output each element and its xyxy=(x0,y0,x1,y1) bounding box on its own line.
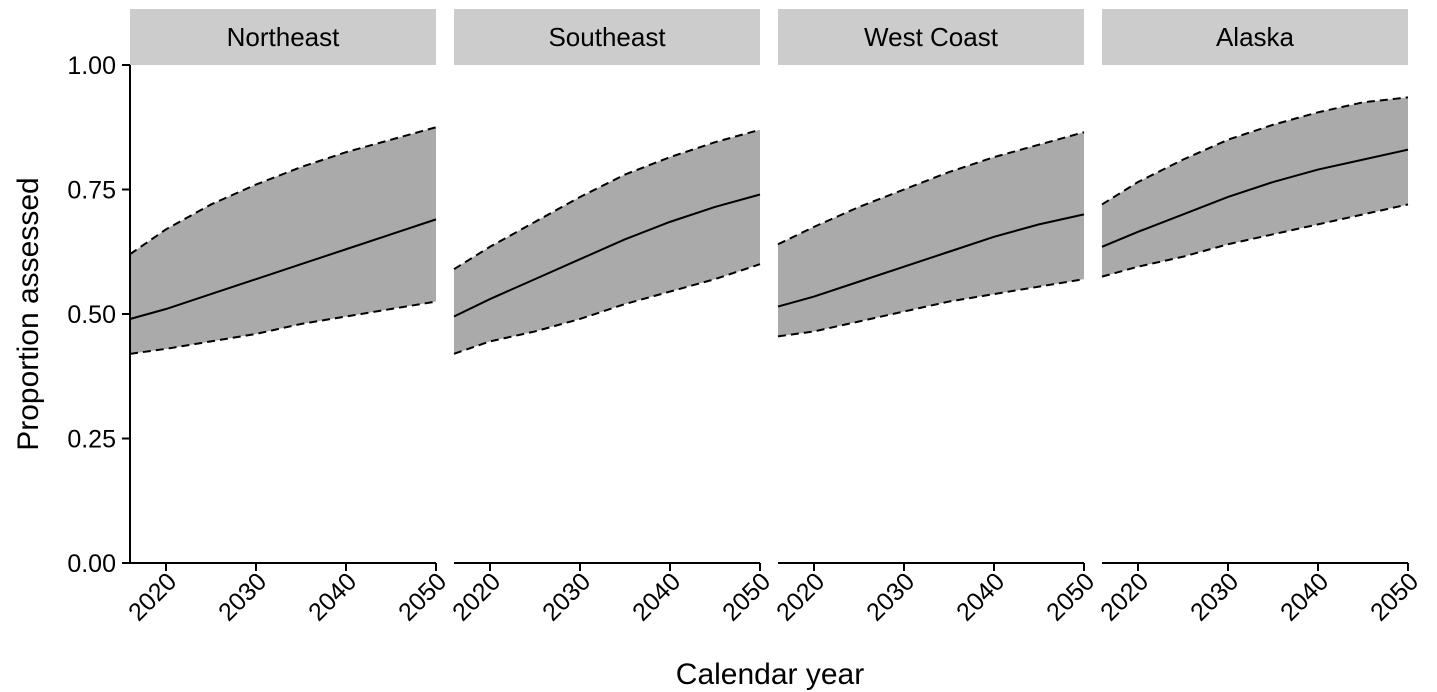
estimate-line xyxy=(453,193,761,318)
x-tick-label: 2030 xyxy=(537,567,596,626)
upper-bound-line xyxy=(1101,96,1409,206)
x-tick-label: 2030 xyxy=(213,567,272,626)
facet-strip-label: Southeast xyxy=(548,22,666,52)
panel-northeast: Northeast 2020 2030 2040 2050 xyxy=(123,9,452,627)
x-tick-label: 2040 xyxy=(951,567,1010,626)
panel-west-coast: West Coast 2020 2030 2040 2050 xyxy=(771,9,1100,627)
x-tick-label: 2040 xyxy=(627,567,686,626)
x-axis-title: Calendar year xyxy=(676,658,864,691)
lower-bound-line xyxy=(453,263,761,355)
upper-bound-line xyxy=(453,128,761,271)
confidence-band xyxy=(454,129,760,354)
upper-bound-line xyxy=(777,131,1085,246)
x-tick-label: 2030 xyxy=(1185,567,1244,626)
x-tick-label: 2040 xyxy=(303,567,362,626)
x-tick-label: 2030 xyxy=(861,567,920,626)
lower-bound-line xyxy=(777,278,1085,338)
x-tick-label: 2050 xyxy=(1041,567,1100,626)
x-tick-label: 2020 xyxy=(123,567,182,626)
x-tick-label: 2050 xyxy=(393,567,452,626)
facet-strip-label: Northeast xyxy=(227,22,340,52)
x-tick-label: 2050 xyxy=(1365,567,1424,626)
lower-bound-line xyxy=(1101,203,1409,278)
y-tick-label: 0.25 xyxy=(67,426,116,454)
facet-strip xyxy=(1102,9,1408,65)
confidence-band xyxy=(778,132,1084,337)
lower-bound-line xyxy=(129,300,437,355)
y-axis-title: Proportion assessed xyxy=(12,177,45,451)
facet-strip xyxy=(454,9,760,65)
estimate-line xyxy=(1101,148,1409,248)
facet-strip xyxy=(130,9,436,65)
facet-strip-label: West Coast xyxy=(864,22,999,52)
y-tick-label: 0.00 xyxy=(67,550,116,578)
x-tick-label: 2050 xyxy=(717,567,776,626)
y-tick-label: 0.50 xyxy=(67,301,116,329)
x-tick-label: 2020 xyxy=(447,567,506,626)
confidence-band xyxy=(130,127,436,354)
x-tick-label: 2020 xyxy=(771,567,830,626)
y-tick-label: 1.00 xyxy=(67,52,116,80)
facet-strip xyxy=(778,9,1084,65)
panel-southeast: Southeast 2020 2030 2040 2050 xyxy=(447,9,776,627)
estimate-line xyxy=(777,213,1085,308)
y-tick-label: 0.75 xyxy=(67,177,116,205)
upper-bound-line xyxy=(129,126,437,256)
panel-alaska: Alaska 2020 2030 2040 2050 xyxy=(1095,9,1424,627)
estimate-line xyxy=(129,218,437,320)
y-axis: 0.00 0.25 0.50 0.75 1.00 xyxy=(67,52,131,578)
facet-strip-label: Alaska xyxy=(1216,22,1295,52)
x-tick-label: 2020 xyxy=(1095,567,1154,626)
x-tick-label: 2040 xyxy=(1275,567,1334,626)
